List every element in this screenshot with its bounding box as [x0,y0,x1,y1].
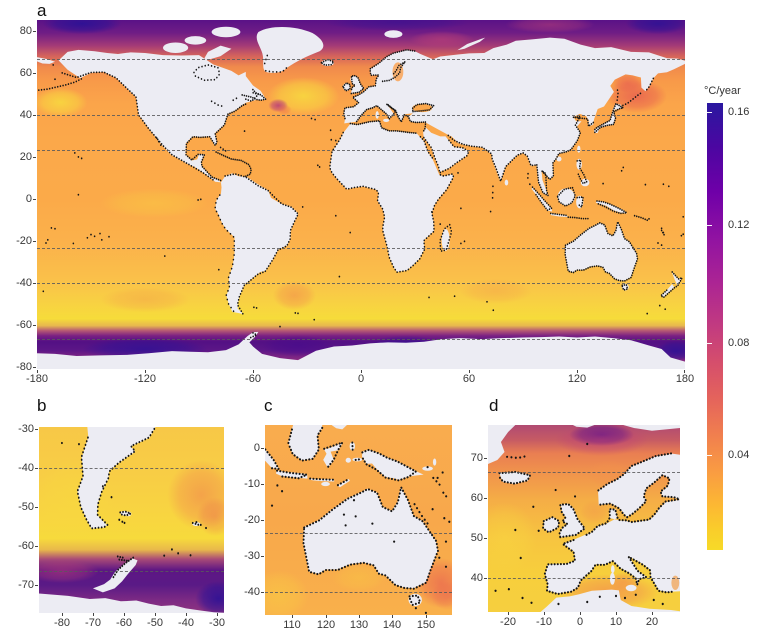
gridline-lat-40n [37,115,685,116]
x-tick-label: 60 [462,373,476,385]
y-tick-label: -80 [16,361,32,373]
y-tick-label: 60 [19,67,32,79]
y-tick-label: -20 [244,514,260,526]
x-tick-label: -70 [85,617,101,629]
y-tick-label: -20 [16,235,32,247]
y-tick-label: -40 [244,586,260,598]
ocean-warm-patches [37,20,685,362]
panel-d-region-map [488,425,680,612]
gridline-lat-66n [37,59,685,60]
panel-c-label: c [264,396,273,415]
x-tick-label: -80 [54,617,70,629]
x-tick-label: -180 [25,373,49,385]
x-tick-label: 140 [382,619,402,631]
y-tick-label: -40 [18,462,34,474]
x-tick-label: 0 [357,373,365,385]
australia-map [265,425,452,615]
panel-b-region-map [39,427,224,613]
colorbar-tick-label: 0.12 [728,219,750,231]
y-tick-label: 0 [25,193,32,205]
coastal-sampling-dots [498,452,680,596]
gridline-lat-40n [488,578,680,579]
x-tick-label: 10 [609,616,623,628]
y-tick-label: -30 [18,423,34,435]
panel-b-label: b [37,396,47,415]
gridline-lat-23s [37,248,685,249]
coastal-sampling-dots [265,425,450,607]
gridline-lat-23s [265,533,452,534]
continents [37,26,685,369]
y-tick-label: -70 [18,579,34,591]
y-tick-label: 50 [470,532,483,544]
x-tick-label: -60 [116,617,132,629]
y-tick-label: -50 [18,501,34,513]
y-tick-label: -40 [16,277,32,289]
colorbar-tick-label: 0.08 [728,337,750,349]
y-tick-label: -30 [244,550,260,562]
y-tick-label: 80 [19,25,32,37]
panel-d-label: d [489,396,499,415]
x-tick-label: 20 [645,616,659,628]
gridline-lat-40s [37,283,685,284]
panel-a-world-map [37,20,685,369]
y-tick-label: 70 [470,452,483,464]
island-sampling-dots [270,465,451,614]
x-tick-label: 0 [576,616,584,628]
x-tick-label: 130 [349,619,369,631]
y-tick-label: -60 [16,319,32,331]
y-tick-label: 60 [470,492,483,504]
coastal-sampling-dots [76,427,200,580]
europe-map [488,425,680,612]
x-tick-label: 180 [675,373,695,385]
y-tick-label: 0 [253,442,260,454]
x-tick-label: -40 [178,617,194,629]
gridline-lat-66s [39,571,224,572]
panel-a-label: a [37,1,47,20]
gridline-lat-40s [39,468,224,469]
y-tick-label: -60 [18,540,34,552]
island-sampling-dots [494,442,664,606]
x-tick-label: -120 [133,373,157,385]
x-tick-label: 110 [283,619,301,631]
x-tick-label: -50 [147,617,163,629]
gridline-lat-66n [488,472,680,473]
y-tick-label: 40 [19,109,32,121]
world-map [37,20,685,369]
x-tick-label: -10 [536,616,552,628]
x-tick-label: -20 [500,616,516,628]
gridline-lat-40s [265,592,452,593]
patagonia-map [39,427,224,613]
y-tick-label: -10 [244,478,260,490]
island-sampling-dots [42,63,685,328]
island-sampling-dots [61,441,207,557]
y-tick-label: 20 [19,151,32,163]
x-tick-label: -60 [245,373,261,385]
colorbar [707,103,723,550]
x-tick-label: 120 [316,619,336,631]
gridline-lat-66s [37,339,685,340]
panel-c-region-map [265,425,452,615]
colorbar-tick-label: 0.16 [728,106,750,118]
gridline-lat-23n [37,150,685,151]
colorbar-tick-label: 0.04 [728,449,750,461]
x-tick-label: 150 [416,619,436,631]
colorbar-title: °C/year [704,85,741,97]
x-tick-label: 120 [567,373,587,385]
y-tick-label: 40 [470,572,483,584]
x-tick-label: -30 [209,617,225,629]
